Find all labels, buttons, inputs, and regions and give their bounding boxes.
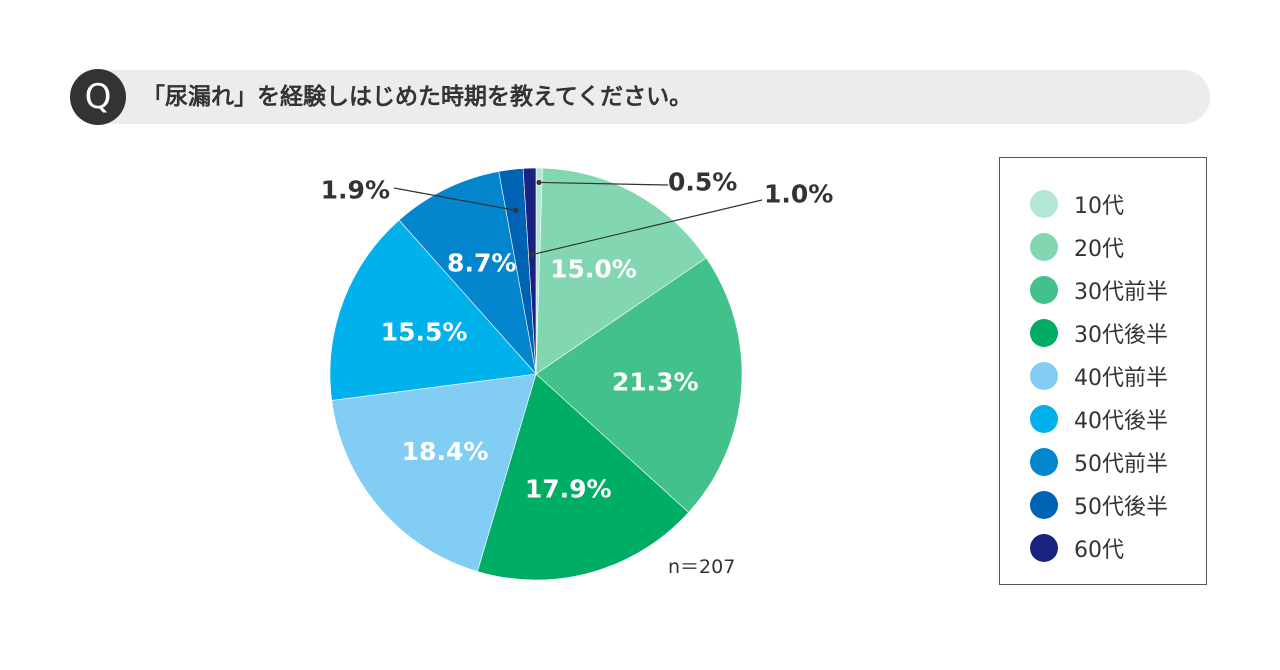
callout-value-label: 1.9% [321, 176, 390, 205]
slice-value-label: 15.0% [550, 255, 637, 284]
legend-swatch [1030, 361, 1058, 390]
legend-label: 60代 [1074, 537, 1124, 563]
legend-label: 10代 [1074, 193, 1124, 219]
legend-label: 30代後半 [1074, 322, 1168, 348]
sample-size-note: n＝207 [668, 556, 735, 578]
legend-swatch [1030, 318, 1058, 347]
slice-value-label: 18.4% [402, 437, 489, 466]
legend-item: 40代後半 [1030, 397, 1206, 440]
slice-value-label: 8.7% [447, 248, 516, 277]
legend-item: 40代前半 [1030, 354, 1206, 397]
callout-line [532, 199, 763, 256]
callout-dot [536, 179, 542, 185]
pie-slice [329, 219, 537, 401]
pie-slice [522, 167, 537, 375]
legend-label: 20代 [1074, 236, 1124, 262]
legend-swatch [1030, 189, 1058, 218]
callout-line [393, 187, 517, 212]
legend-item: 10代 [1030, 182, 1206, 225]
legend-label: 50代後半 [1074, 494, 1168, 520]
legend-item: 50代前半 [1030, 440, 1206, 483]
callout-value-label: 1.0% [764, 180, 833, 209]
legend-item: 30代前半 [1030, 268, 1206, 311]
pie-slice [398, 171, 537, 376]
legend-swatch [1030, 404, 1058, 433]
slice-value-label: 15.5% [381, 318, 468, 347]
pie-slice [477, 373, 689, 581]
callout-value-label: 0.5% [668, 168, 737, 197]
legend-swatch [1030, 533, 1058, 562]
legend-label: 30代前半 [1074, 279, 1168, 305]
chart-legend: 10代 20代 30代前半 30代後半 40代前半 40代後半 50代前半 50代後半 60代 [999, 157, 1207, 585]
callout-dot [513, 207, 519, 213]
pie-slice [331, 373, 537, 572]
question-bar: Q 「尿漏れ」を経験しはじめた時期を教えてください。 [70, 69, 1210, 125]
legend-item: 50代後半 [1030, 483, 1206, 526]
pie-slice [535, 257, 743, 513]
legend-item: 30代後半 [1030, 311, 1206, 354]
slice-value-label: 21.3% [612, 368, 699, 397]
callout-line [538, 181, 669, 186]
legend-item: 60代 [1030, 526, 1206, 569]
legend-swatch [1030, 447, 1058, 476]
legend-label: 40代後半 [1074, 408, 1168, 434]
q-badge: Q [70, 69, 126, 125]
callout-dot [529, 252, 535, 258]
legend-swatch [1030, 275, 1058, 304]
legend-swatch [1030, 490, 1058, 519]
legend-label: 50代前半 [1074, 451, 1168, 477]
legend-label: 40代前半 [1074, 365, 1168, 391]
legend-swatch [1030, 232, 1058, 261]
legend-item: 20代 [1030, 225, 1206, 268]
pie-slice [535, 167, 707, 375]
question-text: 「尿漏れ」を経験しはじめた時期を教えてください。 [142, 84, 693, 110]
slice-value-label: 17.9% [525, 475, 612, 504]
